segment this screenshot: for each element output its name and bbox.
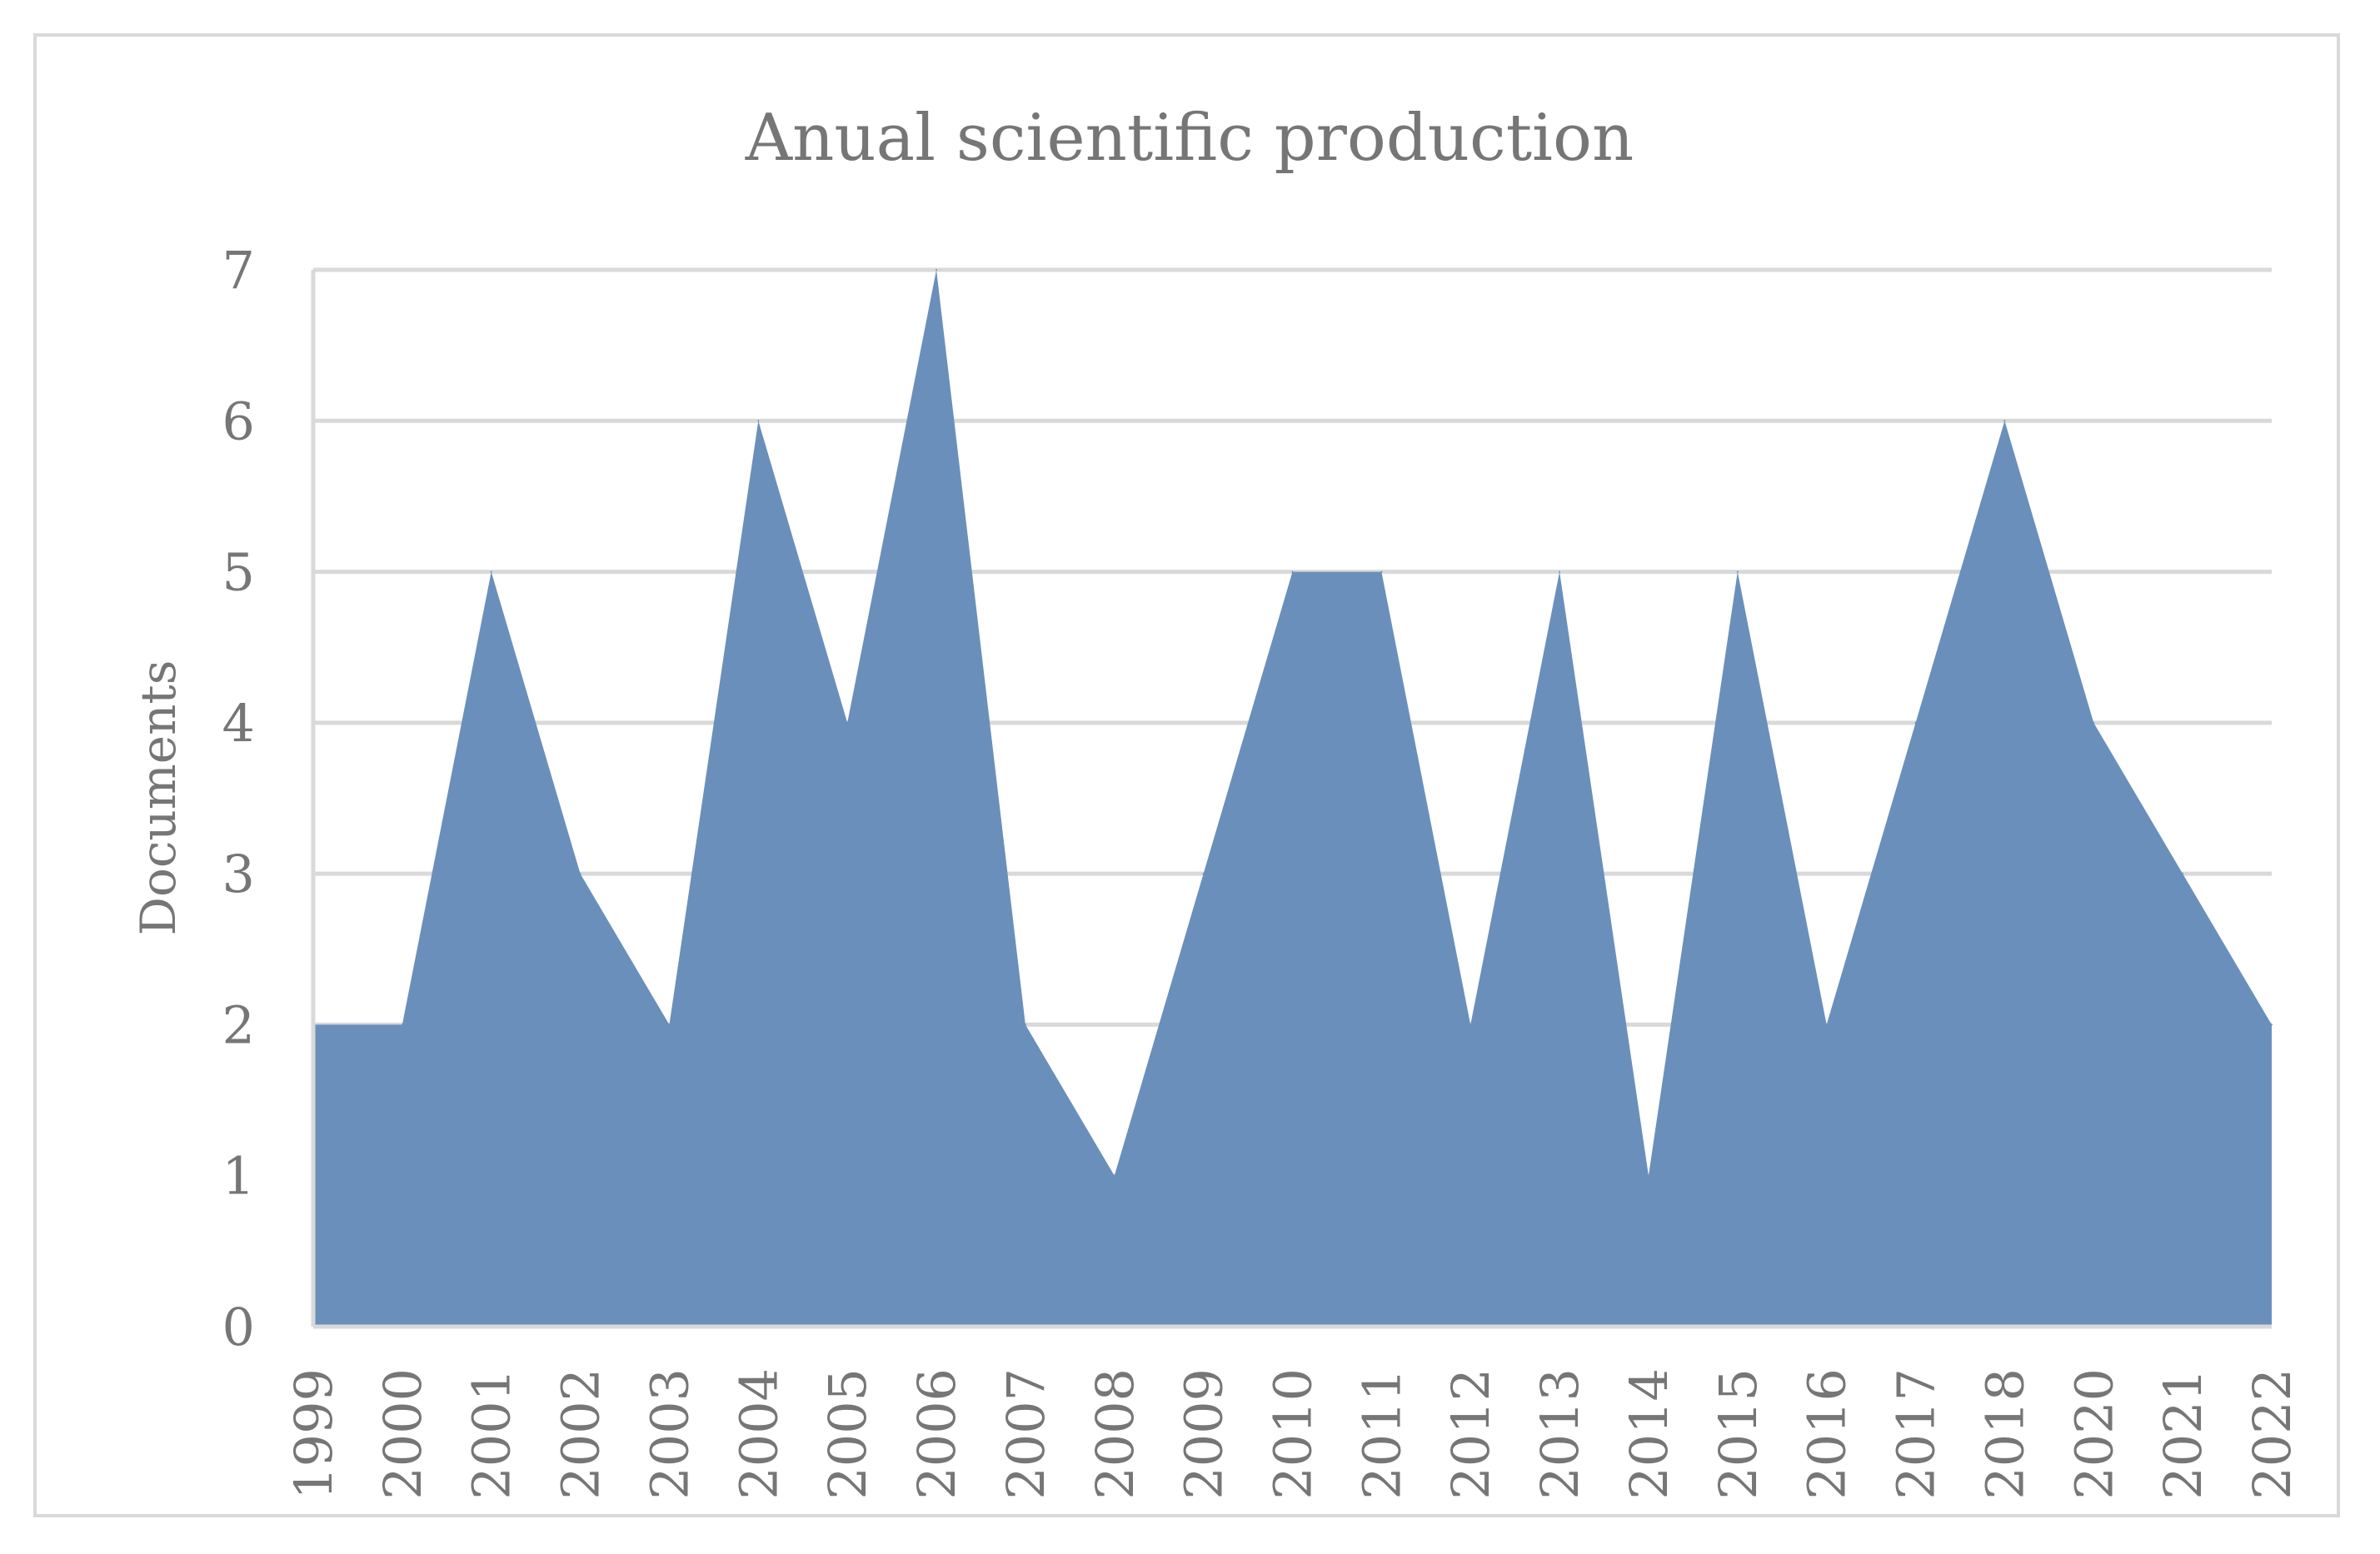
data-point [668,1024,671,1026]
axes [311,270,2272,1329]
y-tick-label: 6 [222,391,255,451]
data-point [2003,420,2006,422]
data-point [1559,570,1561,573]
x-tick-label: 2008 [1085,1368,1145,1500]
x-tick-label: 2007 [995,1368,1056,1500]
x-tick-label: 2003 [639,1368,700,1500]
y-tick-label: 0 [222,1297,255,1357]
x-tick-label: 2015 [1708,1368,1769,1500]
x-tick-label: 2004 [728,1368,789,1500]
y-tick-label: 1 [222,1146,255,1207]
data-point [936,269,938,271]
x-tick-label: 2016 [1797,1368,1858,1500]
data-point [2271,1024,2273,1026]
x-tick-label: 2017 [1886,1368,1947,1500]
y-tick-labels: 0 1 2 3 4 5 6 7 [222,240,255,1357]
x-tick-label: 2006 [906,1368,967,1500]
x-tick-label: 2014 [1619,1368,1679,1500]
data-point [1113,1174,1115,1177]
x-tick-label: 2001 [462,1368,522,1500]
area-series [312,269,2273,1327]
data-point [1647,1174,1649,1177]
data-point [1202,873,1205,875]
data-point [1024,1024,1026,1026]
chart-title: Anual scientific production [745,101,1634,176]
data-point [1914,721,1917,724]
data-point [579,873,581,875]
data-point [1469,1024,1472,1026]
data-point [2182,873,2184,875]
x-tick-label: 1999 [283,1368,344,1500]
x-tick-label: 2000 [372,1368,433,1500]
data-point [490,570,492,573]
x-tick-label: 2013 [1529,1368,1590,1500]
y-tick-label: 7 [222,240,255,301]
y-tick-label: 2 [222,994,255,1055]
data-point [757,420,760,422]
data-point [1291,570,1294,573]
area-series-fill [313,270,2272,1327]
y-tick-label: 3 [222,844,255,904]
x-tick-label: 2002 [551,1368,611,1500]
x-tick-labels: 1999 2000 2001 2002 2003 2004 2005 2006 2007 2008… [283,1368,2303,1500]
x-tick-label: 2009 [1174,1368,1235,1500]
data-point [2093,721,2095,724]
x-tick-label: 2012 [1440,1368,1501,1500]
x-tick-label: 2018 [1974,1368,2035,1500]
data-point [1736,570,1739,573]
x-tick-label: 2010 [1263,1368,1324,1500]
data-point [1825,1024,1828,1026]
x-tick-label: 2005 [817,1368,878,1500]
y-tick-label: 4 [222,693,255,754]
data-point [401,1024,403,1026]
data-point [846,721,849,724]
x-tick-label: 2011 [1351,1368,1412,1500]
x-tick-label: 2020 [2063,1368,2124,1500]
y-axis-label: Documents [130,660,187,935]
x-tick-label: 2021 [2153,1368,2213,1500]
x-tick-label: 2022 [2242,1368,2303,1500]
y-tick-label: 5 [222,542,255,603]
data-point [1380,570,1383,573]
